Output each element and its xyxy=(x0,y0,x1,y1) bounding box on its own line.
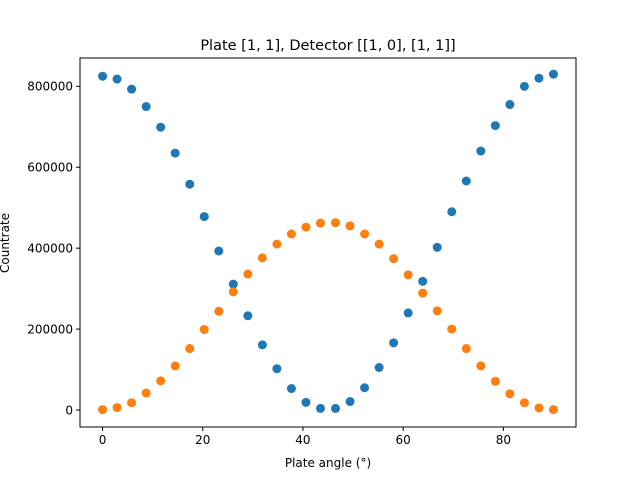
series-1-point xyxy=(403,308,413,318)
series-2-point xyxy=(345,221,355,231)
series-1-point xyxy=(228,279,238,289)
series-1-point xyxy=(519,81,529,91)
series-1-point xyxy=(156,122,166,132)
series-2-point xyxy=(170,361,180,371)
x-tick-label: 20 xyxy=(195,433,210,447)
series-2-point xyxy=(257,253,267,263)
series-2-point xyxy=(98,405,108,415)
series-2-point xyxy=(156,376,166,386)
series-1-point xyxy=(257,340,267,350)
chart-title: Plate [1, 1], Detector [[1, 0], [1, 1]] xyxy=(200,38,455,54)
series-1-point xyxy=(389,338,399,348)
series-1-point xyxy=(548,69,558,79)
series-1-point xyxy=(141,102,151,112)
series-1-point xyxy=(476,146,486,156)
x-tick-label: 60 xyxy=(396,433,411,447)
series-2-point xyxy=(447,324,457,334)
series-1-point xyxy=(374,363,384,373)
series-1-point xyxy=(185,179,195,189)
series-1-point xyxy=(170,148,180,158)
series-1-point xyxy=(490,121,500,131)
series-2-point xyxy=(490,376,500,386)
series-1-point xyxy=(534,73,544,83)
series-1-point xyxy=(432,242,442,252)
series-2-point xyxy=(534,403,544,413)
series-2-point xyxy=(127,398,137,408)
series-2-point xyxy=(214,306,224,316)
series-1-point xyxy=(301,397,311,407)
series-1-point xyxy=(345,397,355,407)
y-axis-label: Countrate xyxy=(0,213,12,273)
series-2-point xyxy=(331,218,341,228)
series-1-point xyxy=(447,207,457,217)
x-axis-label: Plate angle (°) xyxy=(285,456,371,470)
y-tick-label: 200000 xyxy=(27,322,73,336)
series-1-point xyxy=(112,74,122,84)
series-1-point xyxy=(331,403,341,413)
series-1-point xyxy=(461,176,471,186)
series-1-point xyxy=(505,100,515,110)
series-1-point xyxy=(272,364,282,374)
series-2-point xyxy=(505,389,515,399)
x-tick-label: 80 xyxy=(496,433,511,447)
series-1-point xyxy=(127,84,137,94)
series-1-point xyxy=(214,246,224,256)
series-2-point xyxy=(476,361,486,371)
points-layer xyxy=(98,69,558,415)
series-2-point xyxy=(374,239,384,249)
series-2-point xyxy=(418,288,428,298)
series-1-point xyxy=(199,212,209,222)
y-tick-label: 600000 xyxy=(27,161,73,175)
series-2-point xyxy=(548,405,558,415)
series-2-point xyxy=(243,269,253,279)
series-1-point xyxy=(286,384,296,394)
y-tick-label: 800000 xyxy=(27,80,73,94)
series-2-point xyxy=(199,324,209,334)
series-2-point xyxy=(432,306,442,316)
y-tick-label: 400000 xyxy=(27,241,73,255)
x-tick-label: 0 xyxy=(99,433,107,447)
series-1-point xyxy=(360,383,370,393)
series-2-point xyxy=(141,388,151,398)
plot-area-frame xyxy=(79,57,577,428)
y-tick-label: 0 xyxy=(65,403,73,417)
x-tick-label: 40 xyxy=(295,433,310,447)
series-2-point xyxy=(360,229,370,239)
series-2-point xyxy=(286,229,296,239)
series-1-point xyxy=(243,311,253,321)
series-2-point xyxy=(301,222,311,232)
series-2-point xyxy=(461,344,471,354)
series-2-point xyxy=(112,403,122,413)
series-1-point xyxy=(418,276,428,286)
series-2-point xyxy=(272,239,282,249)
series-1-point xyxy=(315,403,325,413)
series-1-point xyxy=(98,71,108,81)
series-2-point xyxy=(519,398,529,408)
ticks-layer: 0 20 40 60 80 0 200000 400000 600000 800000 xyxy=(27,80,511,447)
series-2-point xyxy=(228,287,238,297)
series-2-point xyxy=(403,270,413,280)
series-2-point xyxy=(315,218,325,228)
series-2-point xyxy=(185,344,195,354)
series-2-point xyxy=(389,254,399,264)
